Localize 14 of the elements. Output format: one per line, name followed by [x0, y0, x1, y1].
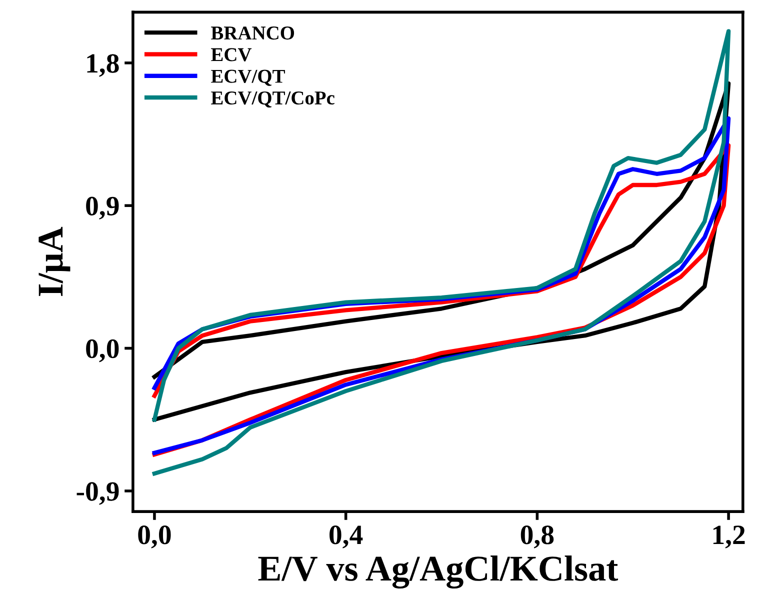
legend-label: ECV/QT/CoPc	[211, 91, 334, 108]
x-tick-label: 1,2	[713, 526, 745, 548]
y-tick-label: 0,9	[86, 196, 119, 220]
x-tick-label: 0,4	[330, 526, 363, 548]
legend-label: ECV/QT	[211, 70, 285, 86]
legend-label: BRANCO	[211, 26, 294, 40]
y-tick-label: -0,9	[76, 482, 119, 505]
legend-label: ECV	[211, 48, 252, 62]
y-axis-title: I/μA	[38, 226, 70, 296]
x-tick-label: 0,0	[138, 526, 171, 548]
x-axis-title: E/V vs Ag/AgCl/KClsat	[258, 556, 618, 589]
y-tick-label: 1,8	[87, 54, 119, 77]
x-tick-label: 0,8	[520, 526, 554, 548]
y-tick-label: 0,0	[86, 339, 119, 362]
